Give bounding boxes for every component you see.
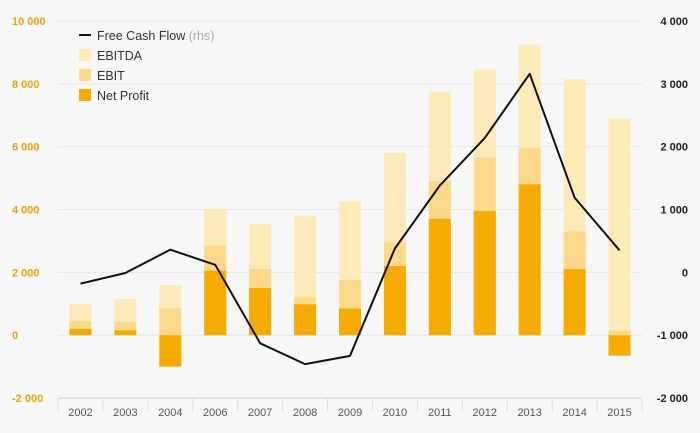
net-profit-bar xyxy=(339,308,361,336)
legend-label: Net Profit xyxy=(97,89,150,103)
x-tick-label: 2007 xyxy=(248,407,272,419)
net-profit-bar xyxy=(249,288,272,336)
ebitda-bar xyxy=(608,118,631,336)
y-right-tick-label: 4 000 xyxy=(660,16,688,28)
net-profit-bar xyxy=(383,266,406,336)
x-tick-label: 2004 xyxy=(158,407,182,419)
y-left-tick-label: 4 000 xyxy=(12,205,40,217)
y-left-tick-label: -2 000 xyxy=(12,393,43,405)
x-tick-label: 2010 xyxy=(383,407,407,419)
x-tick-label: 2011 xyxy=(428,407,452,419)
y-right-tick-label: 3 000 xyxy=(660,79,688,91)
ebit-bar xyxy=(608,330,631,336)
net-profit-bar xyxy=(563,269,586,336)
net-profit-bar xyxy=(159,335,182,367)
fcf-line-group xyxy=(80,72,621,366)
legend-label: EBITDA xyxy=(97,49,143,63)
ebit-bar xyxy=(159,308,182,336)
y-left-tick-label: 10 000 xyxy=(12,16,46,28)
axes: -2 000 0 2 000 4 000 6 000 8 000 10 000 -2 000 -… xyxy=(12,16,688,419)
legend: Free Cash Flow (rhs) EBITDA EBIT Net Profit xyxy=(79,29,214,103)
x-tick-label: 2012 xyxy=(473,407,497,419)
net-profit-bar xyxy=(428,218,451,336)
net-profit-bar xyxy=(114,330,137,336)
legend-swatch-box xyxy=(79,89,91,101)
y-right-tick-label: 0 xyxy=(682,267,688,279)
legend-swatch-box xyxy=(79,69,91,81)
y-left-tick-label: 8 000 xyxy=(12,79,40,91)
legend-label: EBIT xyxy=(97,69,125,83)
legend-label: Free Cash Flow (rhs) xyxy=(97,29,214,43)
y-left-tick-label: 6 000 xyxy=(12,142,40,154)
net-profit-bar xyxy=(204,270,227,336)
x-tick-label: 2008 xyxy=(293,407,317,419)
x-tick-label: 2009 xyxy=(338,407,362,419)
x-tick-label: 2002 xyxy=(68,407,92,419)
legend-label-suffix: (rhs) xyxy=(185,29,214,43)
x-tick-label: 2006 xyxy=(203,407,227,419)
bars xyxy=(69,44,631,367)
x-tick-label: 2014 xyxy=(562,407,586,419)
net-profit-bar xyxy=(294,304,317,336)
y-left-tick-label: 2 000 xyxy=(12,267,40,279)
y-right-tick-label: 2 000 xyxy=(660,142,688,154)
y-left-tick-label: 0 xyxy=(12,330,18,342)
x-tick-label: 2013 xyxy=(517,407,541,419)
net-profit-bar xyxy=(608,335,631,356)
net-profit-bar xyxy=(473,211,496,336)
net-profit-bar xyxy=(518,184,541,336)
y-right-tick-label: -1 000 xyxy=(657,330,688,342)
x-tick-label: 2003 xyxy=(113,407,137,419)
net-profit-bar xyxy=(69,328,92,336)
y-right-tick-label: -2 000 xyxy=(657,393,688,405)
y-right-tick-label: 1 000 xyxy=(660,205,688,217)
x-tick-label: 2015 xyxy=(607,407,631,419)
legend-swatch-box xyxy=(79,49,91,61)
